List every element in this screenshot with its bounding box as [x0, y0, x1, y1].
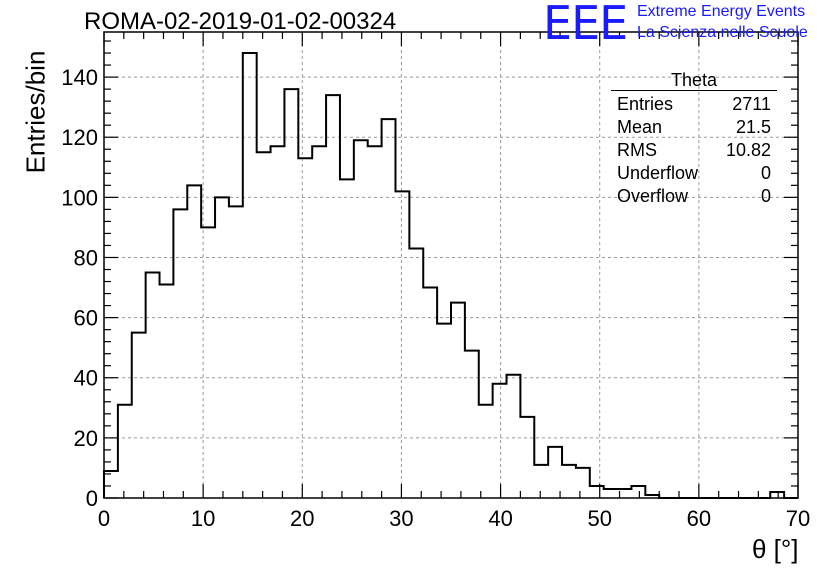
stats-box: Theta Entries 2711 Mean 21.5 RMS 10.82 Underfl… — [611, 70, 777, 208]
histogram-bin — [187, 185, 201, 498]
histogram-bin — [312, 146, 326, 498]
logo-caption-line1: Extreme Energy Events — [637, 3, 806, 20]
x-tick-label: 30 — [389, 506, 413, 531]
x-tick-label: 10 — [191, 506, 215, 531]
histogram-bin — [423, 288, 437, 498]
histogram-bin — [257, 152, 271, 498]
stats-row: Entries 2711 — [611, 93, 777, 116]
histogram-bin — [548, 447, 562, 498]
histogram-series — [103, 52, 798, 499]
y-tick-label: 80 — [74, 245, 98, 270]
x-axis-label: θ [°] — [752, 534, 799, 564]
histogram-bin — [284, 89, 298, 498]
histogram-bin — [409, 248, 423, 498]
histogram-bin — [132, 333, 146, 498]
logo-caption-line2: La Scienza nelle Scuole — [637, 24, 808, 41]
x-tick-label: 0 — [98, 506, 110, 531]
axes: 0 10 20 30 40 50 60 70 0 20 40 60 80 100 120 140 — [61, 32, 810, 531]
stats-row: RMS 10.82 — [611, 139, 777, 162]
y-tick-label: 120 — [61, 125, 98, 150]
histogram-bin — [271, 146, 285, 498]
x-tick-label: 60 — [687, 506, 711, 531]
histogram-bin — [146, 273, 160, 498]
x-tick-label: 50 — [587, 506, 611, 531]
histogram-line — [103, 52, 798, 499]
histogram-bin — [173, 209, 187, 498]
stats-value: 21.5 — [735, 117, 771, 137]
histogram-bin — [493, 384, 507, 498]
stats-row: Mean 21.5 — [611, 116, 777, 139]
histogram-bin — [576, 468, 590, 498]
plot-frame — [103, 31, 799, 499]
stats-label: Mean — [617, 117, 663, 137]
stats-label: Underflow — [617, 163, 699, 183]
stats-value: 0 — [760, 163, 771, 183]
x-tick-label: 70 — [786, 506, 810, 531]
histogram-bin — [298, 158, 312, 498]
histogram-bin — [215, 197, 229, 498]
histogram-bin — [507, 375, 521, 498]
histogram-bin — [437, 324, 451, 498]
histogram-bin — [368, 146, 382, 498]
stats-label: RMS — [617, 140, 657, 160]
histogram-bin — [201, 227, 215, 498]
stats-value: 2711 — [732, 94, 771, 114]
y-tick-label: 20 — [74, 426, 98, 451]
histogram-bin — [229, 206, 243, 498]
y-tick-label: 140 — [61, 65, 98, 90]
histogram-bin — [326, 95, 340, 498]
y-tick-label: 40 — [74, 366, 98, 391]
histogram-bin — [243, 53, 257, 498]
histogram-bin — [354, 140, 368, 498]
histogram-bin — [590, 486, 604, 498]
stats-title: Theta — [611, 70, 777, 91]
stats-row: Underflow 0 — [611, 162, 777, 185]
y-tick-label: 0 — [86, 486, 98, 511]
stats-row: Overflow 0 — [611, 185, 777, 208]
eee-logo: EEE — [543, 0, 628, 50]
histogram-bin — [520, 417, 534, 498]
histogram-bin — [451, 303, 465, 498]
histogram-bin — [160, 285, 174, 498]
grid-lines — [104, 32, 798, 498]
stats-label: Overflow — [617, 186, 689, 206]
histogram-bin — [562, 465, 576, 498]
y-tick-label: 100 — [61, 185, 98, 210]
histogram-bin — [395, 191, 409, 498]
histogram-bin — [770, 492, 784, 498]
stats-value: 0 — [760, 186, 771, 206]
x-tick-label: 20 — [290, 506, 314, 531]
histogram-bin — [534, 465, 548, 498]
stats-label: Entries — [617, 94, 674, 114]
histogram-bin — [382, 119, 396, 498]
y-tick-label: 60 — [74, 306, 98, 331]
histogram-bin — [118, 405, 132, 498]
x-tick-label: 40 — [488, 506, 512, 531]
histogram-bin — [631, 486, 645, 498]
histogram-bin — [604, 489, 618, 498]
y-axis-label: Entries/bin — [20, 50, 51, 174]
stats-value: 10.82 — [725, 140, 771, 160]
histogram-bin — [479, 405, 493, 498]
run-title: ROMA-02-2019-01-02-00324 — [84, 8, 397, 35]
histogram-bin — [465, 351, 479, 498]
histogram-bin — [104, 471, 118, 498]
histogram-bin — [340, 179, 354, 498]
